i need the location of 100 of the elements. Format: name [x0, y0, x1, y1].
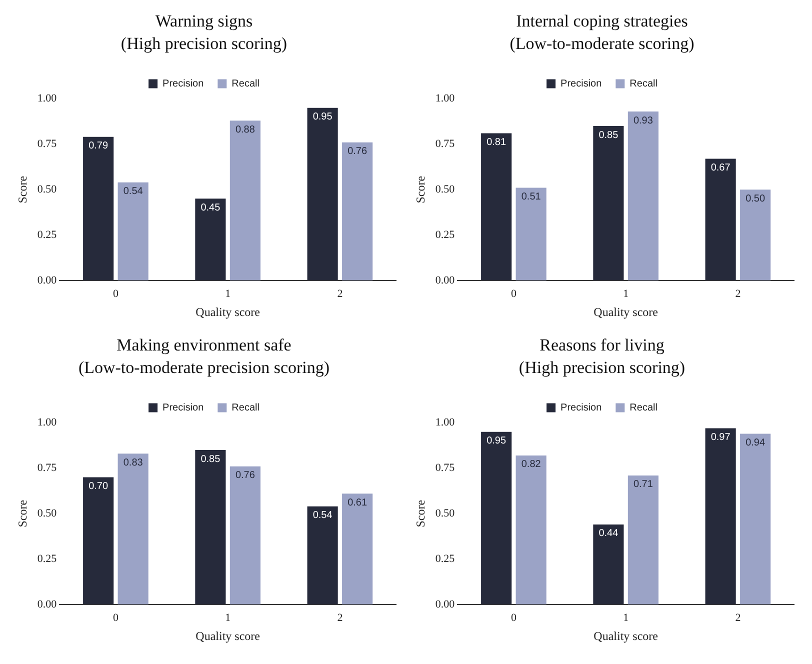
bar [705, 428, 736, 604]
y-tick-label: 0.75 [435, 138, 456, 150]
y-tick-label: 1.00 [435, 416, 456, 429]
data-label: 0.94 [746, 437, 766, 448]
bar [740, 434, 771, 604]
x-tick-label: 0 [112, 288, 119, 300]
data-label: 0.93 [633, 115, 654, 126]
data-label: 0.83 [123, 457, 144, 468]
chart-title: Reasons for living [540, 336, 665, 355]
legend-label: Precision [162, 402, 204, 414]
x-tick-label: 0 [112, 612, 119, 624]
y-tick-label: 0.50 [37, 183, 58, 196]
y-tick-label: 0.00 [37, 274, 58, 286]
x-tick-label: 1 [623, 612, 629, 624]
data-label: 0.95 [486, 436, 506, 447]
y-axis-title: Score [413, 176, 428, 204]
y-axis-title: Score [413, 500, 428, 528]
data-label: 0.76 [235, 470, 256, 482]
data-label: 0.50 [746, 193, 766, 204]
bar [593, 524, 624, 604]
legend-label: Recall [630, 402, 658, 414]
data-label: 0.82 [521, 459, 542, 470]
bar [628, 475, 658, 604]
x-axis-title: Quality score [196, 304, 260, 319]
bar [230, 120, 260, 280]
chart-subtitle: (Low-to-moderate precision scoring) [78, 358, 330, 378]
y-axis-title: Score [15, 176, 30, 204]
y-tick-label: 0.75 [37, 138, 58, 150]
bar [307, 506, 338, 604]
data-label: 0.85 [598, 130, 619, 141]
y-tick-label: 0.25 [37, 552, 58, 565]
chart-title: Making environment safe [116, 336, 292, 355]
chart-title: Internal coping strategies [516, 12, 688, 31]
y-tick-label: 0.50 [435, 183, 456, 196]
x-tick-label: 2 [735, 612, 741, 624]
x-axis-title: Quality score [196, 628, 260, 643]
bar [481, 432, 512, 604]
data-label: 0.54 [312, 510, 333, 522]
y-tick-label: 1.00 [37, 416, 58, 429]
y-tick-label: 0.75 [37, 462, 58, 474]
bar [118, 454, 148, 604]
data-label: 0.97 [710, 432, 731, 443]
x-axis-title: Quality score [594, 304, 658, 319]
data-label: 0.61 [348, 497, 368, 508]
y-tick-label: 1.00 [37, 92, 58, 105]
x-tick-label: 2 [337, 288, 343, 300]
chart-subtitle: (High precision scoring) [120, 34, 288, 54]
y-tick-label: 0.75 [435, 462, 456, 474]
data-label: 0.76 [348, 146, 368, 158]
bar [516, 455, 546, 604]
data-label: 0.67 [710, 162, 731, 174]
x-tick-label: 1 [225, 288, 231, 300]
x-tick-label: 2 [337, 612, 343, 624]
data-label: 0.54 [123, 186, 144, 198]
bar [481, 133, 512, 280]
bar [628, 112, 658, 280]
x-tick-label: 1 [225, 612, 231, 624]
data-label: 0.45 [200, 202, 221, 214]
data-label: 0.95 [312, 112, 333, 123]
data-label: 0.51 [521, 192, 542, 203]
y-tick-label: 0.25 [435, 552, 456, 565]
bar [342, 494, 373, 604]
legend-label: Precision [560, 402, 602, 414]
y-tick-label: 0.00 [435, 598, 456, 610]
bar [195, 198, 226, 280]
data-label: 0.71 [633, 479, 654, 490]
y-tick-label: 1.00 [435, 92, 456, 105]
x-axis-title: Quality score [594, 628, 658, 643]
bar [83, 136, 114, 280]
bar [342, 142, 373, 280]
bar [83, 477, 114, 604]
bar [307, 108, 338, 280]
x-tick-label: 1 [623, 288, 629, 300]
bar [740, 190, 771, 280]
chart-title: Warning signs [155, 12, 253, 31]
x-tick-label: 0 [510, 288, 517, 300]
y-tick-label: 0.25 [37, 228, 58, 241]
data-label: 0.79 [88, 140, 108, 152]
legend-label: Recall [232, 78, 260, 90]
legend-label: Recall [630, 78, 658, 90]
y-tick-label: 0.50 [435, 507, 456, 520]
y-tick-label: 0.25 [435, 228, 456, 241]
x-tick-label: 0 [510, 612, 517, 624]
bar [195, 450, 226, 604]
data-label: 0.85 [200, 454, 221, 465]
data-label: 0.81 [486, 137, 506, 148]
bar [705, 158, 736, 280]
y-tick-label: 0.50 [37, 507, 58, 520]
legend-label: Recall [232, 402, 260, 414]
y-tick-label: 0.00 [435, 274, 456, 286]
legend-label: Precision [162, 78, 204, 90]
bar [516, 188, 546, 280]
chart-subtitle: (High precision scoring) [518, 358, 686, 378]
data-label: 0.70 [88, 481, 108, 492]
y-axis-title: Score [15, 500, 30, 528]
x-tick-label: 2 [735, 288, 741, 300]
y-tick-label: 0.00 [37, 598, 58, 610]
bar [118, 182, 148, 280]
bar [230, 466, 260, 604]
chart-subtitle: (Low-to-moderate scoring) [510, 34, 694, 54]
